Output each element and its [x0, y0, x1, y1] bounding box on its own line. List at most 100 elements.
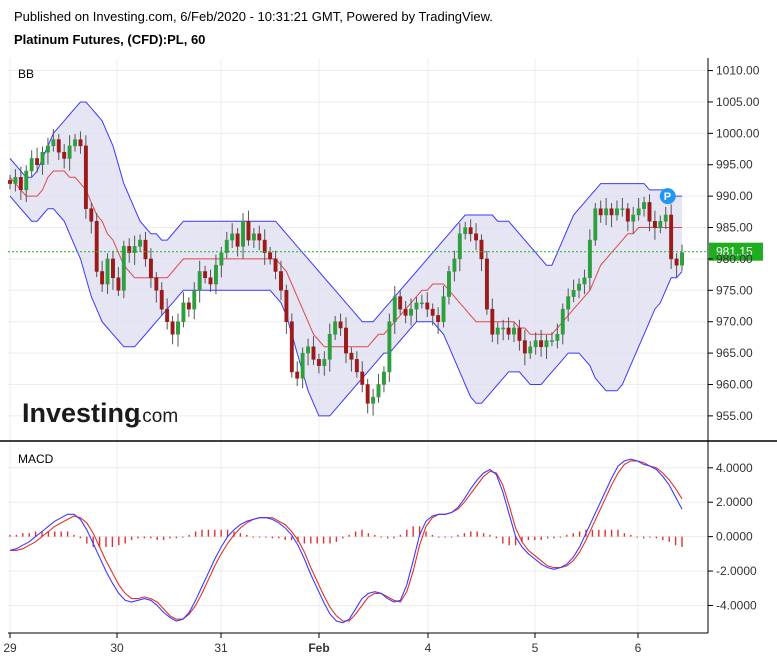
macd-histogram-bar	[329, 536, 331, 544]
candle-body	[680, 252, 684, 266]
candle-body	[457, 233, 462, 260]
macd-histogram-bar	[284, 536, 286, 541]
candle-body	[300, 352, 305, 379]
candle-body	[398, 296, 403, 310]
macd-histogram-bar	[521, 536, 523, 542]
published-caption: Published on Investing.com, 6/Feb/2020 -…	[14, 9, 493, 24]
candle-body	[452, 258, 457, 272]
macd-histogram-bar	[642, 536, 645, 539]
candle-body	[62, 151, 67, 159]
macd-histogram-bar	[610, 529, 613, 537]
macd-histogram-bar	[79, 536, 82, 539]
price-tick-label: 990.00	[716, 189, 753, 203]
candle-body	[463, 227, 468, 235]
candle-body	[571, 290, 576, 297]
candle-body	[522, 340, 527, 354]
macd-histogram-bar	[559, 536, 562, 538]
macd-histogram-bar	[380, 536, 382, 538]
pivot-marker-icon	[659, 188, 676, 205]
candle-body	[490, 308, 495, 335]
macd-histogram-bar	[508, 536, 510, 546]
candle-body	[322, 359, 327, 366]
candle-body	[40, 151, 45, 165]
macd-histogram-bar	[674, 536, 677, 546]
macd-histogram-bar	[47, 531, 50, 537]
candle-body	[257, 233, 262, 241]
candle-body	[544, 340, 549, 348]
macd-histogram-bar	[591, 529, 594, 537]
candle-body	[224, 239, 229, 253]
macd-histogram-bar	[143, 536, 146, 539]
macd-histogram-bar	[124, 536, 126, 544]
candle-body	[631, 214, 636, 222]
candle-body	[18, 177, 23, 191]
candle-body	[279, 271, 283, 291]
candle-body	[501, 327, 506, 330]
macd-histogram-bar	[450, 536, 453, 538]
macd-histogram-bar	[482, 533, 485, 537]
candle-body	[333, 321, 338, 335]
candle-body	[468, 227, 473, 235]
candle-body	[230, 233, 235, 241]
candle-body	[268, 252, 273, 260]
candle-body	[560, 308, 565, 335]
macd-histogram-bar	[476, 531, 478, 537]
macd-signal-line	[10, 460, 683, 622]
macd-histogram-bar	[514, 536, 517, 546]
candle-body	[213, 264, 218, 285]
candle-body	[593, 208, 598, 241]
macd-histogram-bar	[361, 529, 363, 537]
candle-body	[376, 384, 381, 398]
macd-histogram-bar	[150, 536, 152, 539]
macd-histogram-bar	[386, 536, 389, 539]
candle-body	[620, 208, 625, 210]
macd-tick-label: 0.0000	[716, 530, 753, 544]
macd-histogram-bar	[463, 533, 466, 537]
candle-body	[306, 346, 311, 354]
candle-body	[165, 308, 170, 322]
macd-histogram-bar	[572, 533, 574, 537]
candle-body	[674, 258, 679, 266]
price-tick-label: 955.00	[716, 409, 753, 423]
macd-histogram-bar	[226, 529, 229, 537]
macd-histogram-bar	[342, 536, 344, 539]
candle-body	[436, 315, 441, 322]
candle-body	[582, 277, 587, 285]
macd-histogram-bar	[489, 534, 491, 537]
candle-body	[636, 208, 641, 216]
candle-body	[262, 239, 267, 253]
macd-histogram-bar	[34, 531, 37, 537]
macd-histogram-bar	[546, 536, 549, 539]
macd-histogram-bar	[636, 536, 638, 538]
candle-body	[647, 202, 652, 222]
macd-histogram-bar	[239, 533, 242, 537]
macd-histogram-bar	[655, 536, 658, 539]
candle-body	[132, 246, 137, 253]
candle-body	[447, 271, 451, 297]
price-tick-label: 970.00	[716, 315, 753, 329]
price-tick-label: 1010.00	[716, 64, 760, 78]
candle-body	[148, 258, 153, 279]
macd-histogram-bar	[527, 536, 530, 541]
macd-histogram-bar	[470, 531, 472, 537]
candle-body	[609, 208, 614, 216]
price-tick-label: 1000.00	[716, 126, 760, 140]
candle-body	[327, 334, 332, 360]
macd-histogram-bar	[335, 536, 338, 542]
price-tick-label: 960.00	[716, 377, 753, 391]
macd-histogram-bar	[393, 536, 395, 539]
macd-histogram-bar	[220, 529, 222, 537]
candle-body	[289, 321, 294, 373]
candle-body	[251, 233, 256, 241]
macd-histogram-bar	[182, 536, 184, 538]
macd-histogram-bar	[406, 529, 408, 537]
macd-histogram-bar	[418, 526, 421, 537]
candle-body	[430, 308, 435, 316]
macd-histogram-bar	[566, 534, 568, 537]
candle-body	[419, 302, 424, 305]
candle-body	[235, 233, 240, 247]
time-tick-label: 31	[214, 641, 228, 655]
macd-histogram-bar	[316, 536, 318, 544]
candle-body	[186, 302, 191, 310]
